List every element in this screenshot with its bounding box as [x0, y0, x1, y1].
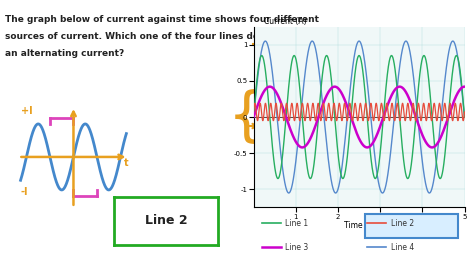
Text: The graph below of current against time shows four different: The graph below of current against time … — [5, 15, 319, 24]
Text: sources of current. Which one of the four lines does not represent: sources of current. Which one of the fou… — [5, 32, 344, 41]
Text: t: t — [124, 158, 129, 168]
FancyBboxPatch shape — [365, 214, 458, 238]
Text: Line 1: Line 1 — [285, 219, 309, 228]
Text: Line 4: Line 4 — [391, 243, 414, 252]
Text: an alternating current?: an alternating current? — [5, 49, 124, 58]
Text: Line 2: Line 2 — [391, 219, 414, 228]
Text: {: { — [228, 89, 265, 146]
Text: Current (A): Current (A) — [264, 17, 307, 26]
X-axis label: Time (s): Time (s) — [344, 221, 374, 230]
Text: +I: +I — [20, 106, 32, 116]
Text: Line 3: Line 3 — [285, 243, 309, 252]
Text: -I: -I — [20, 187, 28, 197]
Text: Line 2: Line 2 — [145, 214, 187, 227]
